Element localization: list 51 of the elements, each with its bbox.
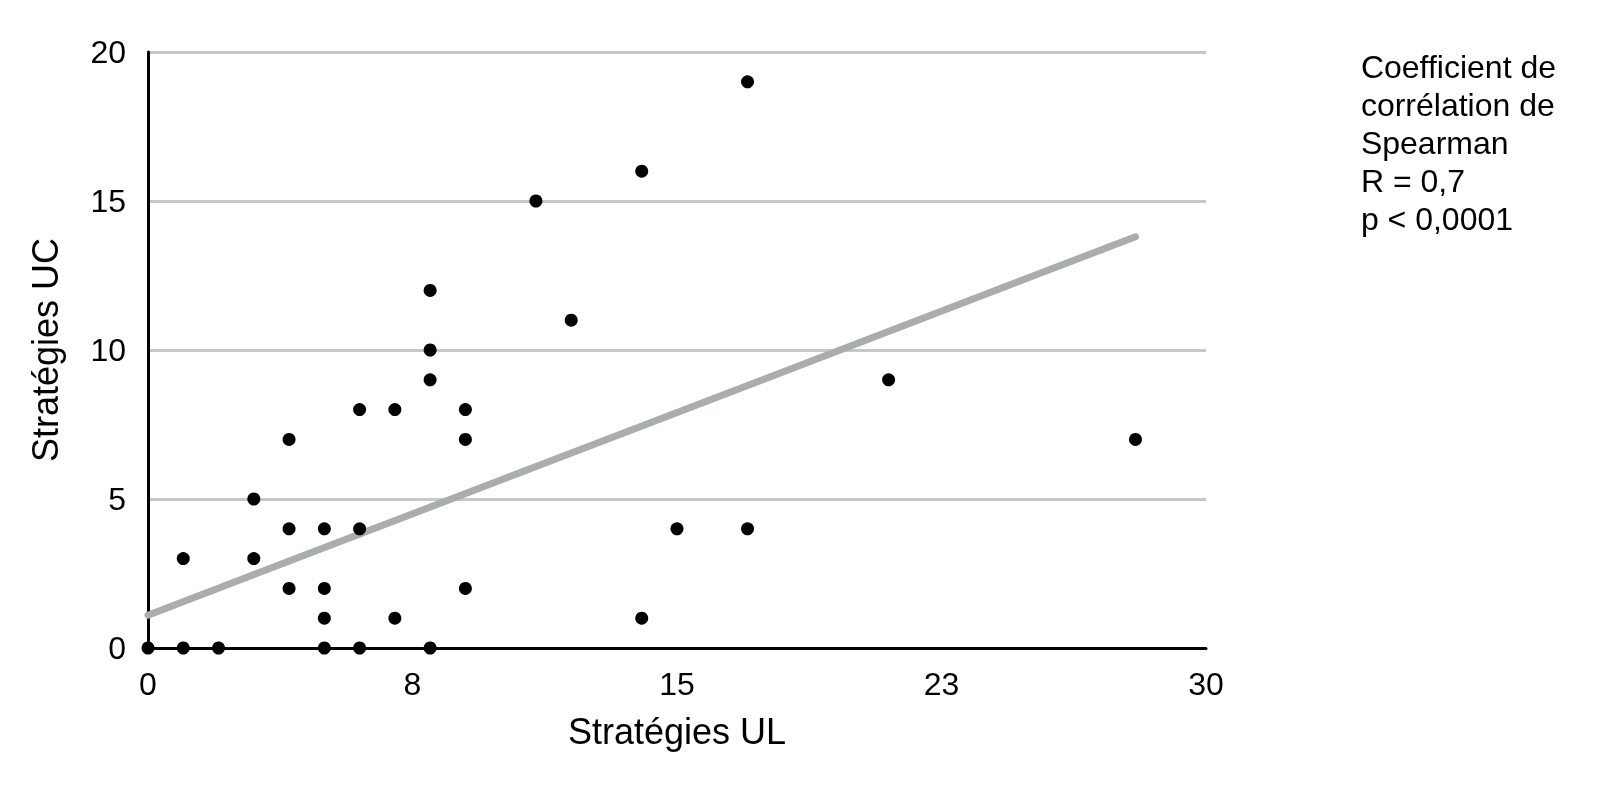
- y-axis-title: Stratégies UC: [24, 237, 66, 463]
- point: [282, 432, 296, 446]
- point: [423, 641, 437, 655]
- point: [564, 313, 578, 327]
- point: [1128, 432, 1142, 446]
- point: [353, 641, 367, 655]
- point: [353, 403, 367, 417]
- y-tick-label: 5: [108, 481, 126, 517]
- point: [282, 581, 296, 595]
- text: Coefficient de: [1360, 49, 1556, 85]
- point: [247, 552, 261, 566]
- point: [141, 641, 155, 655]
- point: [741, 522, 755, 536]
- point: [458, 432, 472, 446]
- point: [317, 641, 331, 655]
- point: [212, 641, 226, 655]
- x-tick-label: 15: [659, 666, 695, 702]
- point: [388, 403, 402, 417]
- point: [247, 492, 261, 506]
- point: [741, 75, 755, 89]
- point: [635, 164, 649, 178]
- point: [529, 194, 543, 208]
- y-tick-label: 20: [90, 34, 126, 70]
- point: [423, 373, 437, 387]
- x-tick-label: 23: [923, 666, 960, 702]
- point: [635, 611, 649, 625]
- point: [176, 552, 190, 566]
- text: Spearman: [1360, 125, 1509, 161]
- y-tick-label: 15: [90, 183, 126, 219]
- text: p < 0,0001: [1360, 201, 1514, 237]
- point: [317, 581, 331, 595]
- text: R = 0,7: [1360, 163, 1465, 199]
- point: [176, 641, 190, 655]
- x-axis-title: Stratégies UL: [567, 710, 787, 752]
- point: [317, 611, 331, 625]
- point: [353, 522, 367, 536]
- point: [458, 403, 472, 417]
- point: [458, 581, 472, 595]
- point: [423, 343, 437, 357]
- point: [423, 283, 437, 297]
- y-tick-label: 0: [108, 630, 126, 666]
- point: [388, 611, 402, 625]
- point: [882, 373, 896, 387]
- x-tick-label: 30: [1188, 666, 1224, 702]
- y-tick-label: 10: [90, 332, 126, 368]
- point: [670, 522, 684, 536]
- point: [317, 522, 331, 536]
- point: [282, 522, 296, 536]
- x-tick-label: 8: [403, 666, 422, 702]
- text: corrélation de: [1360, 87, 1555, 123]
- x-tick-label: 0: [139, 666, 157, 702]
